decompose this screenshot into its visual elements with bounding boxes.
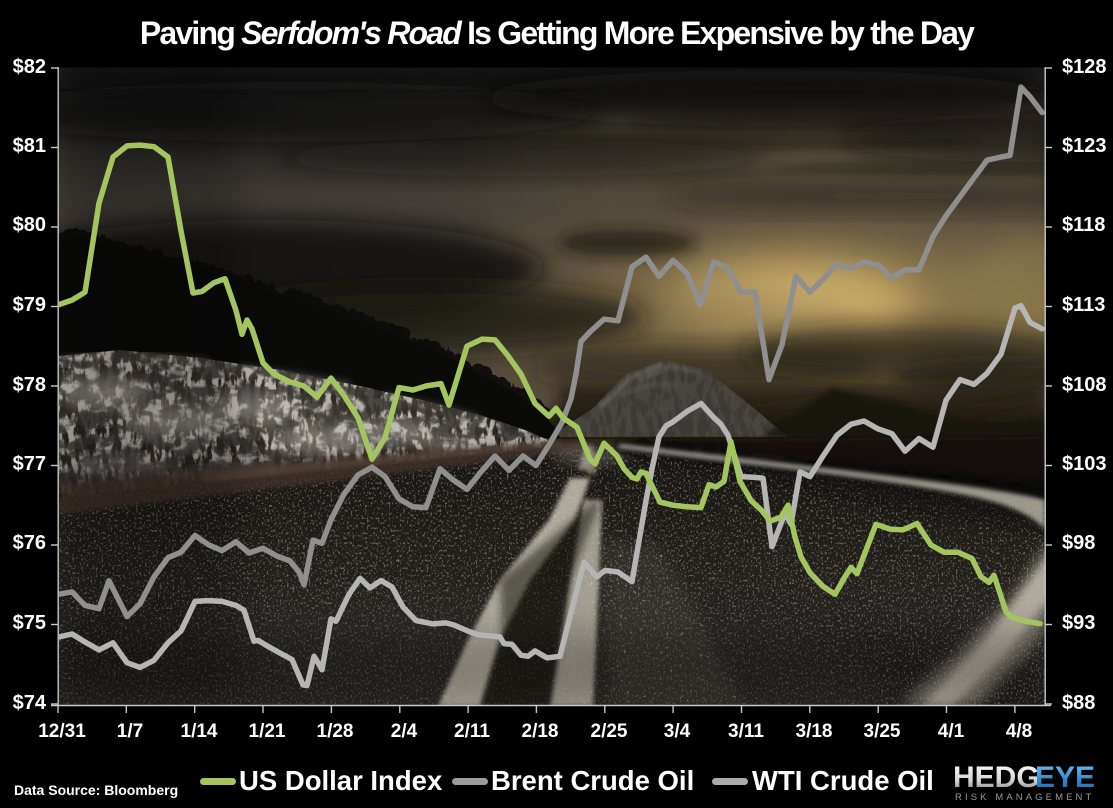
svg-text:RISK MANAGEMENT: RISK MANAGEMENT [955,792,1094,803]
svg-text:HEDG: HEDG [953,761,1040,794]
svg-text:EYE: EYE [1035,761,1095,794]
